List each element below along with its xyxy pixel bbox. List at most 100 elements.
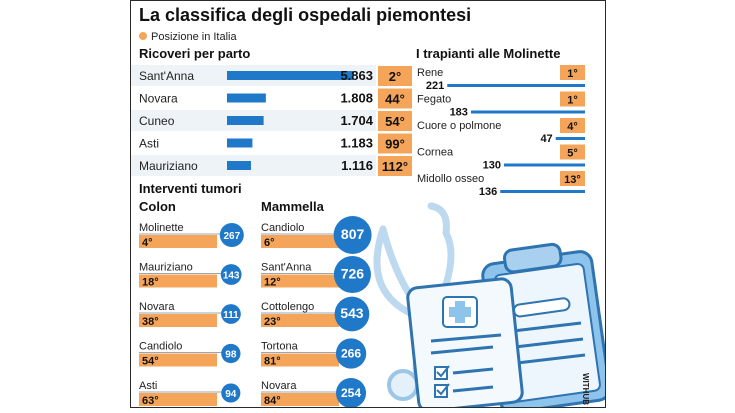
breast-bubble xyxy=(335,338,367,369)
breast-rank-label: 81° xyxy=(264,356,281,368)
colon-category-label: Candiolo xyxy=(139,341,182,353)
births-value-label: 5.863 xyxy=(340,68,373,83)
legend-label: Posizione in Italia xyxy=(151,31,237,43)
colon-section-title: Colon xyxy=(139,199,176,214)
births-row xyxy=(131,132,376,154)
births-bar xyxy=(227,116,264,125)
tumors-section-title: Interventi tumori xyxy=(139,181,242,196)
breast-rank-label: 84° xyxy=(264,395,281,407)
transplant-rank-label: 5° xyxy=(567,148,578,160)
breast-category-label: Candiolo xyxy=(261,222,304,234)
breast-value-label: 254 xyxy=(341,386,361,400)
breast-value-label: 543 xyxy=(340,305,363,321)
transplant-rank-badge xyxy=(560,171,585,186)
medical-illustration xyxy=(373,202,605,407)
transplants-section-title: I trapianti alle Molinette xyxy=(416,46,560,61)
colon-rank-badge xyxy=(139,274,217,288)
colon-value-label: 143 xyxy=(223,271,240,282)
colon-category-label: Novara xyxy=(139,301,175,313)
transplant-rank-label: 1° xyxy=(567,68,578,80)
transplant-value-label: 183 xyxy=(450,107,468,119)
breast-category-label: Tortona xyxy=(261,341,299,353)
births-section-title: Ricoveri per parto xyxy=(139,46,250,61)
births-bar xyxy=(227,138,253,148)
credit-label: WITHUB xyxy=(581,373,590,405)
births-value-label: 1.116 xyxy=(341,158,373,173)
legend-swatch xyxy=(139,32,147,40)
colon-rank-label: 54° xyxy=(142,356,159,368)
colon-rank-badge xyxy=(139,235,217,248)
colon-rank-label: 63° xyxy=(142,395,159,407)
colon-bubble xyxy=(221,343,241,364)
births-rank-badge xyxy=(378,133,412,154)
births-category-label: Novara xyxy=(139,92,178,106)
births-rank-label: 2° xyxy=(389,69,401,84)
transplant-rank-badge xyxy=(560,144,585,160)
births-value-label: 1.808 xyxy=(340,91,373,106)
breast-rank-badge xyxy=(261,274,339,288)
transplant-rank-badge xyxy=(560,118,585,133)
births-chart: Sant'Anna 5.863 2° Novara 1.808 44° Cuneo 1.704… xyxy=(131,65,412,176)
births-rank-label: 54° xyxy=(385,114,405,129)
colon-value-label: 98 xyxy=(225,350,237,361)
births-category-label: Sant'Anna xyxy=(139,69,194,83)
transplant-rank-label: 4° xyxy=(567,121,578,133)
births-rank-label: 44° xyxy=(385,92,405,107)
colon-value-label: 94 xyxy=(225,389,237,400)
transplant-bar xyxy=(555,137,585,140)
transplant-rank-label: 13° xyxy=(564,174,581,186)
transplant-bar xyxy=(470,110,585,114)
breast-category-label: Sant'Anna xyxy=(261,262,312,274)
colon-bubble xyxy=(221,383,241,403)
transplant-rank-badge xyxy=(560,91,585,107)
transplant-bar xyxy=(503,163,585,167)
births-category-label: Asti xyxy=(139,137,159,151)
stethoscope-chestpiece-icon xyxy=(387,369,419,401)
transplant-category-label: Cuore o polmone xyxy=(417,120,501,132)
colon-bubble xyxy=(220,264,242,285)
transplant-rank-badge xyxy=(560,65,585,80)
breast-bubble xyxy=(334,296,370,332)
breast-chart: Candiolo 6° 807 Sant'Anna 12° 726 Cottolengo 23… xyxy=(261,216,372,407)
births-rank-badge xyxy=(378,66,412,86)
colon-value-label: 267 xyxy=(223,231,240,242)
transplant-value-label: 130 xyxy=(483,160,501,172)
colon-rank-badge xyxy=(139,393,217,406)
transplant-category-label: Midollo osseo xyxy=(417,173,484,185)
colon-bubble xyxy=(221,304,241,324)
breast-rank-label: 12° xyxy=(264,277,281,289)
births-rank-badge xyxy=(378,156,412,176)
breast-value-label: 807 xyxy=(341,226,365,242)
colon-rank-badge xyxy=(139,314,217,327)
births-category-label: Mauriziano xyxy=(139,159,198,173)
births-rank-label: 112° xyxy=(382,159,408,174)
transplant-value-label: 221 xyxy=(426,80,444,92)
breast-rank-badge xyxy=(261,393,339,406)
breast-rank-badge xyxy=(261,235,339,248)
births-bar xyxy=(227,71,353,80)
colon-category-label: Molinette xyxy=(139,222,184,234)
breast-rank-label: 23° xyxy=(264,316,281,328)
breast-section-title: Mammella xyxy=(261,199,325,214)
colon-value-label: 111 xyxy=(223,310,239,321)
colon-category-label: Mauriziano xyxy=(139,262,193,274)
transplant-rank-label: 1° xyxy=(567,95,578,107)
infographic-canvas: La classifica degli ospedali piemontesi … xyxy=(131,5,605,407)
transplant-bar xyxy=(500,190,585,193)
breast-bubble xyxy=(333,255,371,294)
births-rank-label: 99° xyxy=(385,137,405,152)
colon-rank-badge xyxy=(139,353,217,367)
births-category-label: Cuneo xyxy=(139,114,175,128)
colon-bubble xyxy=(219,223,244,247)
breast-value-label: 266 xyxy=(341,347,361,361)
colon-rank-label: 38° xyxy=(142,316,159,328)
transplant-category-label: Cornea xyxy=(417,147,454,159)
colon-rank-label: 4° xyxy=(142,237,153,249)
births-row xyxy=(131,155,376,176)
births-rank-badge xyxy=(378,88,412,109)
colon-chart: Molinette 4° 267 Mauriziano 18° 143 Novara 38° 1… xyxy=(139,222,244,407)
transplant-bar xyxy=(447,84,585,87)
breast-rank-label: 6° xyxy=(264,237,275,249)
colon-rank-label: 18° xyxy=(142,277,159,289)
